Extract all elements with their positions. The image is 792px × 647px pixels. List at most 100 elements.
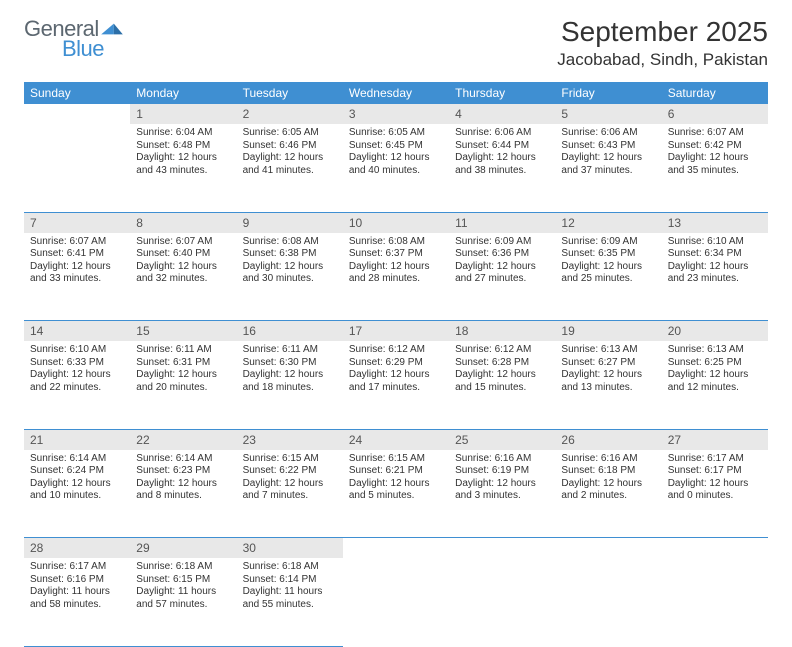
sunrise-text: Sunrise: 6:17 AM — [668, 453, 762, 466]
sunrise-text: Sunrise: 6:17 AM — [30, 561, 124, 574]
daylight-text: Daylight: 12 hours and 18 minutes. — [243, 369, 337, 394]
sunset-text: Sunset: 6:36 PM — [455, 248, 549, 261]
day-cell: Sunrise: 6:13 AMSunset: 6:27 PMDaylight:… — [555, 341, 661, 429]
sunset-text: Sunset: 6:21 PM — [349, 465, 443, 478]
day-number: 14 — [24, 321, 130, 342]
sunset-text: Sunset: 6:46 PM — [243, 140, 337, 153]
daylight-text: Daylight: 12 hours and 7 minutes. — [243, 478, 337, 503]
daylight-text: Daylight: 12 hours and 5 minutes. — [349, 478, 443, 503]
daylight-text: Daylight: 12 hours and 37 minutes. — [561, 152, 655, 177]
daylight-text: Daylight: 12 hours and 0 minutes. — [668, 478, 762, 503]
daylight-text: Daylight: 12 hours and 35 minutes. — [668, 152, 762, 177]
day-cell: Sunrise: 6:18 AMSunset: 6:15 PMDaylight:… — [130, 558, 236, 646]
sunset-text: Sunset: 6:38 PM — [243, 248, 337, 261]
day-cell: Sunrise: 6:07 AMSunset: 6:42 PMDaylight:… — [662, 124, 768, 212]
day-cell: Sunrise: 6:15 AMSunset: 6:22 PMDaylight:… — [237, 450, 343, 538]
daylight-text: Daylight: 12 hours and 38 minutes. — [455, 152, 549, 177]
sunset-text: Sunset: 6:25 PM — [668, 357, 762, 370]
day-number: 19 — [555, 321, 661, 342]
daylight-text: Daylight: 12 hours and 20 minutes. — [136, 369, 230, 394]
daylight-text: Daylight: 12 hours and 22 minutes. — [30, 369, 124, 394]
sunset-text: Sunset: 6:34 PM — [668, 248, 762, 261]
day-cell: Sunrise: 6:12 AMSunset: 6:28 PMDaylight:… — [449, 341, 555, 429]
sunrise-text: Sunrise: 6:16 AM — [455, 453, 549, 466]
day-header-monday: Monday — [130, 82, 236, 104]
sunrise-text: Sunrise: 6:09 AM — [561, 236, 655, 249]
daynum-row: 282930 — [24, 538, 768, 559]
sunset-text: Sunset: 6:41 PM — [30, 248, 124, 261]
day-header-sunday: Sunday — [24, 82, 130, 104]
sunset-text: Sunset: 6:40 PM — [136, 248, 230, 261]
daylight-text: Daylight: 12 hours and 3 minutes. — [455, 478, 549, 503]
day-cell: Sunrise: 6:14 AMSunset: 6:23 PMDaylight:… — [130, 450, 236, 538]
day-number — [555, 538, 661, 559]
sunset-text: Sunset: 6:37 PM — [349, 248, 443, 261]
sunrise-text: Sunrise: 6:10 AM — [30, 344, 124, 357]
day-cell: Sunrise: 6:05 AMSunset: 6:45 PMDaylight:… — [343, 124, 449, 212]
day-number: 23 — [237, 429, 343, 450]
sunset-text: Sunset: 6:48 PM — [136, 140, 230, 153]
daylight-text: Daylight: 12 hours and 28 minutes. — [349, 261, 443, 286]
day-cell: Sunrise: 6:16 AMSunset: 6:18 PMDaylight:… — [555, 450, 661, 538]
day-cell: Sunrise: 6:06 AMSunset: 6:43 PMDaylight:… — [555, 124, 661, 212]
sunset-text: Sunset: 6:30 PM — [243, 357, 337, 370]
daylight-text: Daylight: 12 hours and 8 minutes. — [136, 478, 230, 503]
day-number: 4 — [449, 104, 555, 124]
sunrise-text: Sunrise: 6:08 AM — [243, 236, 337, 249]
daynum-row: 123456 — [24, 104, 768, 124]
week-row: Sunrise: 6:04 AMSunset: 6:48 PMDaylight:… — [24, 124, 768, 212]
daylight-text: Daylight: 12 hours and 23 minutes. — [668, 261, 762, 286]
day-number: 25 — [449, 429, 555, 450]
day-cell: Sunrise: 6:05 AMSunset: 6:46 PMDaylight:… — [237, 124, 343, 212]
day-number: 28 — [24, 538, 130, 559]
daynum-row: 14151617181920 — [24, 321, 768, 342]
day-number — [24, 104, 130, 124]
sunrise-text: Sunrise: 6:05 AM — [349, 127, 443, 140]
sunset-text: Sunset: 6:22 PM — [243, 465, 337, 478]
daylight-text: Daylight: 12 hours and 12 minutes. — [668, 369, 762, 394]
day-cell — [24, 124, 130, 212]
day-cell: Sunrise: 6:14 AMSunset: 6:24 PMDaylight:… — [24, 450, 130, 538]
sunset-text: Sunset: 6:45 PM — [349, 140, 443, 153]
day-cell — [449, 558, 555, 646]
day-number: 10 — [343, 212, 449, 233]
day-number — [343, 538, 449, 559]
day-cell: Sunrise: 6:08 AMSunset: 6:37 PMDaylight:… — [343, 233, 449, 321]
day-cell: Sunrise: 6:18 AMSunset: 6:14 PMDaylight:… — [237, 558, 343, 646]
daylight-text: Daylight: 12 hours and 17 minutes. — [349, 369, 443, 394]
sunset-text: Sunset: 6:28 PM — [455, 357, 549, 370]
sunrise-text: Sunrise: 6:12 AM — [349, 344, 443, 357]
day-cell: Sunrise: 6:11 AMSunset: 6:31 PMDaylight:… — [130, 341, 236, 429]
day-cell: Sunrise: 6:07 AMSunset: 6:41 PMDaylight:… — [24, 233, 130, 321]
sunrise-text: Sunrise: 6:16 AM — [561, 453, 655, 466]
daylight-text: Daylight: 12 hours and 15 minutes. — [455, 369, 549, 394]
sunset-text: Sunset: 6:31 PM — [136, 357, 230, 370]
daylight-text: Daylight: 12 hours and 43 minutes. — [136, 152, 230, 177]
sunrise-text: Sunrise: 6:07 AM — [30, 236, 124, 249]
daylight-text: Daylight: 12 hours and 25 minutes. — [561, 261, 655, 286]
logo-triangle-icon — [101, 20, 123, 38]
sunset-text: Sunset: 6:15 PM — [136, 574, 230, 587]
sunrise-text: Sunrise: 6:18 AM — [136, 561, 230, 574]
sunset-text: Sunset: 6:43 PM — [561, 140, 655, 153]
sunrise-text: Sunrise: 6:08 AM — [349, 236, 443, 249]
sunset-text: Sunset: 6:42 PM — [668, 140, 762, 153]
day-number: 20 — [662, 321, 768, 342]
sunrise-text: Sunrise: 6:10 AM — [668, 236, 762, 249]
daylight-text: Daylight: 11 hours and 58 minutes. — [30, 586, 124, 611]
sunrise-text: Sunrise: 6:04 AM — [136, 127, 230, 140]
daynum-row: 21222324252627 — [24, 429, 768, 450]
day-number: 22 — [130, 429, 236, 450]
day-header-wednesday: Wednesday — [343, 82, 449, 104]
sunset-text: Sunset: 6:33 PM — [30, 357, 124, 370]
sunrise-text: Sunrise: 6:18 AM — [243, 561, 337, 574]
sunrise-text: Sunrise: 6:14 AM — [136, 453, 230, 466]
daynum-row: 78910111213 — [24, 212, 768, 233]
day-number: 26 — [555, 429, 661, 450]
week-row: Sunrise: 6:17 AMSunset: 6:16 PMDaylight:… — [24, 558, 768, 646]
logo-word2: Blue — [62, 36, 123, 62]
day-number — [449, 538, 555, 559]
sunrise-text: Sunrise: 6:14 AM — [30, 453, 124, 466]
daylight-text: Daylight: 12 hours and 2 minutes. — [561, 478, 655, 503]
day-header-saturday: Saturday — [662, 82, 768, 104]
